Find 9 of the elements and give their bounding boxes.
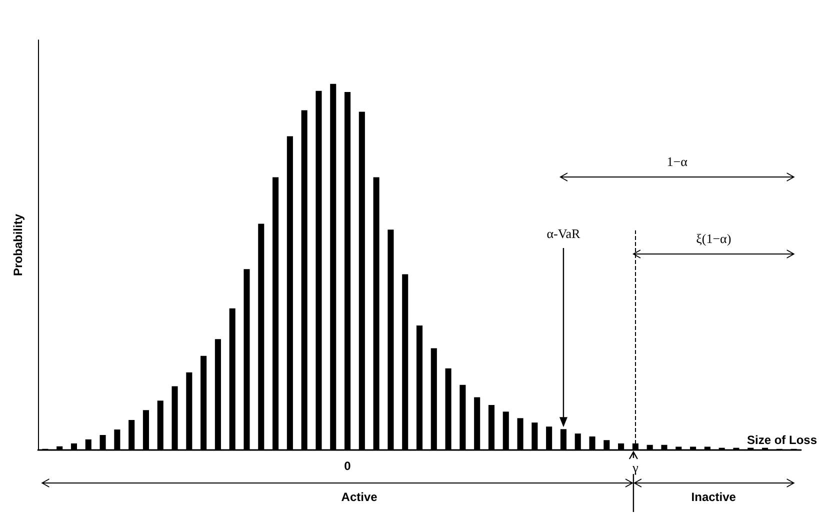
y-axis-title: Probability <box>11 214 25 276</box>
text: Inactive <box>691 490 736 504</box>
annotation: 1−α <box>666 154 688 169</box>
x-tick-label: γ <box>632 460 639 475</box>
annotation: ξ(1−α) <box>696 231 732 246</box>
x-axis-title: Size of Loss <box>746 433 818 447</box>
text: Active <box>341 490 378 504</box>
x-tick-label: 0 <box>344 459 352 473</box>
annotation: α-VaR <box>546 226 581 241</box>
